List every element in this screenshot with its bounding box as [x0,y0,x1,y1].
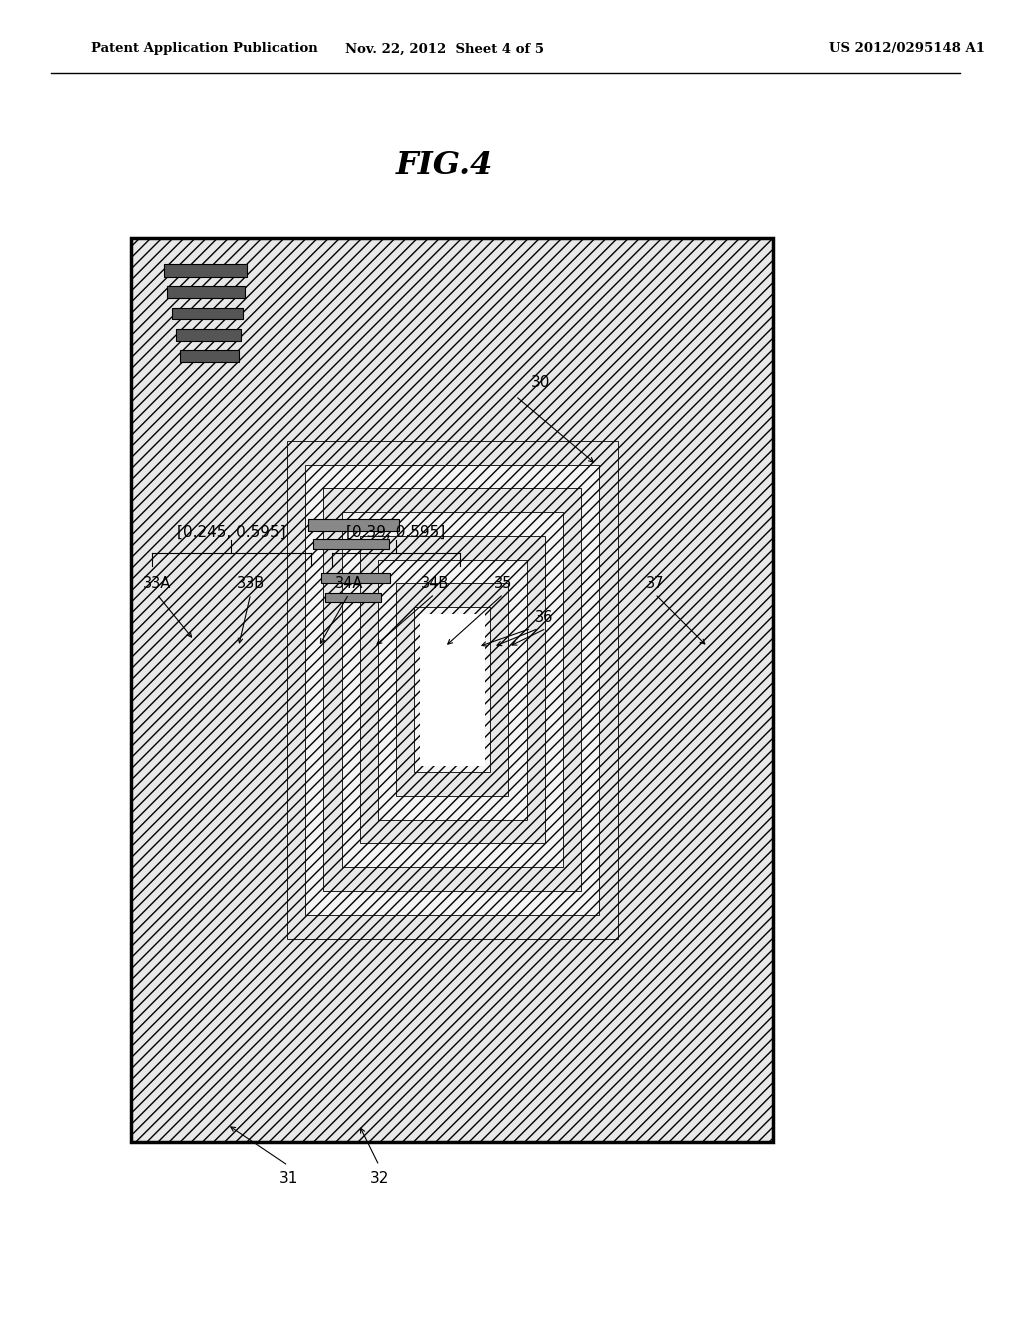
Bar [261,407,644,973]
Bar [322,573,390,583]
Text: 35: 35 [495,576,513,591]
Text: Nov. 22, 2012  Sheet 4 of 5: Nov. 22, 2012 Sheet 4 of 5 [345,42,545,55]
Text: 30: 30 [531,375,551,391]
Bar [308,519,399,531]
Bar [287,441,617,939]
Text: [0.39, 0.595]: [0.39, 0.595] [346,524,445,540]
Bar [396,583,509,796]
Bar [212,343,692,1036]
Bar [378,560,526,820]
Text: 34B: 34B [421,576,449,591]
Bar [167,286,245,298]
Text: 32: 32 [370,1171,389,1187]
Text: 33A: 33A [142,576,171,591]
Bar [131,238,773,1142]
Bar [176,329,241,341]
Bar [197,322,709,1057]
Text: 31: 31 [279,1171,298,1187]
Bar [313,539,389,549]
Bar [228,364,676,1015]
Bar [147,259,757,1121]
Text: US 2012/0295148 A1: US 2012/0295148 A1 [828,42,985,55]
Text: [0.245, 0.595]: [0.245, 0.595] [177,524,286,540]
Bar [172,308,243,319]
Bar [359,536,545,843]
Bar [180,301,725,1078]
Text: 34A: 34A [335,576,362,591]
Bar [164,280,741,1100]
Bar [415,607,490,772]
Text: 33B: 33B [237,576,265,591]
Text: 36: 36 [535,610,553,626]
Text: 37: 37 [646,576,665,591]
Text: FIG.4: FIG.4 [396,149,494,181]
Bar [245,385,660,994]
Bar [326,593,381,602]
Text: Patent Application Publication: Patent Application Publication [91,42,317,55]
Bar [420,614,485,766]
Bar [305,465,599,915]
Bar [342,512,563,867]
Bar [180,350,239,362]
Bar [324,488,582,891]
Bar [131,238,773,1142]
Bar [164,264,247,277]
Bar [276,428,628,952]
